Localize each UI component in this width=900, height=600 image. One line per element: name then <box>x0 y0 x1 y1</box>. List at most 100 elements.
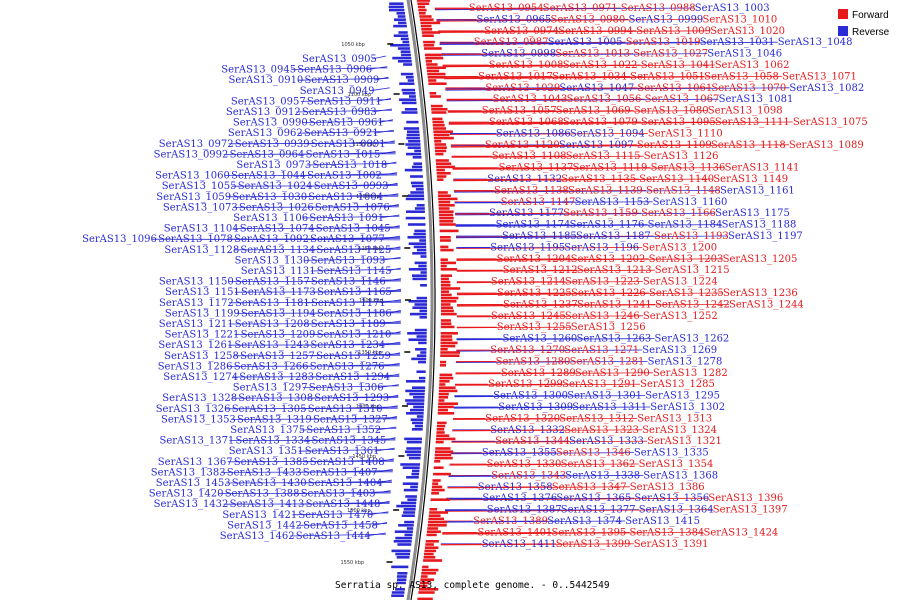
gene-label-seras13_1309[interactable]: SerAS13_1309 <box>498 402 573 413</box>
gene-label-seras13_0990[interactable]: SerAS13_0990 <box>233 118 308 129</box>
gene-label-seras13_1223[interactable]: SerAS13_1223 <box>565 277 640 288</box>
gene-label-seras13_1395[interactable]: SerAS13_1395 <box>552 527 627 538</box>
gene-label-seras13_1209[interactable]: SerAS13_1209 <box>241 330 316 341</box>
gene-label-seras13_1056[interactable]: SerAS13_1056 <box>567 94 642 105</box>
gene-label-seras13_1312[interactable]: SerAS13_1312 <box>559 413 634 424</box>
gene-label-seras13_0998[interactable]: SerAS13_0998 <box>481 49 556 60</box>
gene-label-seras13_1067[interactable]: SerAS13_1067 <box>645 94 720 105</box>
gene-label-seras13_1330[interactable]: SerAS13_1330 <box>487 459 562 470</box>
gene-label-seras13_1165[interactable]: SerAS13_1165 <box>317 287 392 298</box>
gene-label-seras13_1319[interactable]: SerAS13_1319 <box>237 414 312 425</box>
gene-label-seras13_1442[interactable]: SerAS13_1442 <box>227 520 302 531</box>
gene-label-seras13_1171[interactable]: SerAS13_1171 <box>311 298 386 309</box>
gene-label-seras13_1403[interactable]: SerAS13_1403 <box>301 489 376 500</box>
gene-label-seras13_0991[interactable]: SerAS13_0991 <box>311 139 386 150</box>
gene-label-seras13_1131[interactable]: SerAS13_1131 <box>241 266 316 277</box>
gene-label-seras13_1323[interactable]: SerAS13_1323 <box>564 425 639 436</box>
gene-label-seras13_0961[interactable]: SerAS13_0961 <box>309 118 384 129</box>
gene-label-seras13_1462[interactable]: SerAS13_1462 <box>220 531 295 542</box>
gene-label-seras13_0911[interactable]: SerAS13_0911 <box>307 96 382 107</box>
gene-label-seras13_1080[interactable]: SerAS13_1080 <box>634 106 709 117</box>
gene-label-seras13_0971[interactable]: SerAS13_0971 <box>543 3 618 14</box>
gene-label-seras13_0957[interactable]: SerAS13_0957 <box>231 96 306 107</box>
gene-label-seras13_1096[interactable]: SerAS13_1096 <box>82 234 157 245</box>
gene-label-seras13_1365[interactable]: SerAS13_1365 <box>556 493 631 504</box>
gene-label-seras13_1004[interactable]: SerAS13_1004 <box>308 192 383 203</box>
gene-label-seras13_1118[interactable]: SerAS13_1118 <box>711 140 786 151</box>
gene-label-seras13_1097[interactable]: SerAS13_1097 <box>559 140 634 151</box>
gene-label-seras13_1019[interactable]: SerAS13_1019 <box>626 37 701 48</box>
gene-label-seras13_1375[interactable]: SerAS13_1375 <box>230 425 305 436</box>
gene-label-seras13_1177[interactable]: SerAS13_1177 <box>489 208 564 219</box>
gene-label-seras13_1226[interactable]: SerAS13_1226 <box>571 288 646 299</box>
gene-label-seras13_1376[interactable]: SerAS13_1376 <box>482 493 557 504</box>
gene-label-seras13_1302[interactable]: SerAS13_1302 <box>650 402 725 413</box>
gene-label-seras13_1091[interactable]: SerAS13_1091 <box>309 213 384 224</box>
gene-label-seras13_1225[interactable]: SerAS13_1225 <box>497 288 572 299</box>
gene-label-seras13_1009[interactable]: SerAS13_1009 <box>636 26 711 37</box>
gene-label-seras13_1003[interactable]: SerAS13_1003 <box>695 3 770 14</box>
gene-label-seras13_1274[interactable]: SerAS13_1274 <box>163 372 238 383</box>
gene-label-seras13_0987[interactable]: SerAS13_0987 <box>474 37 549 48</box>
gene-label-seras13_1073[interactable]: SerAS13_1073 <box>163 202 238 213</box>
gene-label-seras13_1150[interactable]: SerAS13_1150 <box>159 277 234 288</box>
gene-label-seras13_1374[interactable]: SerAS13_1374 <box>547 516 622 527</box>
gene-label-seras13_1432[interactable]: SerAS13_1432 <box>154 499 229 510</box>
gene-label-seras13_1106[interactable]: SerAS13_1106 <box>233 213 308 224</box>
gene-label-seras13_1215[interactable]: SerAS13_1215 <box>655 265 730 276</box>
gene-label-seras13_1397[interactable]: SerAS13_1397 <box>713 505 788 516</box>
gene-label-seras13_1022[interactable]: SerAS13_1022 <box>563 60 638 71</box>
gene-label-seras13_1343[interactable]: SerAS13_1343 <box>491 470 566 481</box>
gene-label-seras13_1187[interactable]: SerAS13_1187 <box>576 231 651 242</box>
gene-label-seras13_0912[interactable]: SerAS13_0912 <box>226 107 301 118</box>
gene-label-seras13_1396[interactable]: SerAS13_1396 <box>708 493 783 504</box>
gene-label-seras13_0973[interactable]: SerAS13_0973 <box>236 160 311 171</box>
gene-label-seras13_0962[interactable]: SerAS13_0962 <box>228 128 303 139</box>
gene-label-seras13_1399[interactable]: SerAS13_1399 <box>556 539 631 550</box>
gene-label-seras13_1281[interactable]: SerAS13_1281 <box>570 356 645 367</box>
gene-label-seras13_1048[interactable]: SerAS13_1048 <box>778 37 853 48</box>
gene-label-seras13_1195[interactable]: SerAS13_1195 <box>490 242 565 253</box>
gene-label-seras13_1208[interactable]: SerAS13_1208 <box>235 319 310 330</box>
gene-label-seras13_0965[interactable]: SerAS13_0965 <box>477 14 552 25</box>
gene-label-seras13_1256[interactable]: SerAS13_1256 <box>571 322 646 333</box>
gene-label-seras13_1289[interactable]: SerAS13_1289 <box>501 368 576 379</box>
gene-label-seras13_1211[interactable]: SerAS13_1211 <box>159 319 234 330</box>
gene-label-seras13_1146[interactable]: SerAS13_1146 <box>311 277 386 288</box>
gene-label-seras13_0939[interactable]: SerAS13_0939 <box>235 139 310 150</box>
gene-label-seras13_1010[interactable]: SerAS13_1010 <box>703 14 778 25</box>
gene-label-seras13_1283[interactable]: SerAS13_1283 <box>239 372 314 383</box>
gene-label-seras13_1338[interactable]: SerAS13_1338 <box>565 470 640 481</box>
gene-label-seras13_1002[interactable]: SerAS13_1002 <box>307 171 382 182</box>
gene-label-seras13_1291[interactable]: SerAS13_1291 <box>562 379 637 390</box>
gene-label-seras13_1095[interactable]: SerAS13_1095 <box>641 117 716 128</box>
gene-label-seras13_1160[interactable]: SerAS13_1160 <box>653 197 728 208</box>
gene-label-seras13_1051[interactable]: SerAS13_1051 <box>630 71 705 82</box>
gene-label-seras13_1045[interactable]: SerAS13_1045 <box>316 224 391 235</box>
gene-label-seras13_1411[interactable]: SerAS13_1411 <box>482 539 557 550</box>
gene-label-seras13_1258[interactable]: SerAS13_1258 <box>164 351 239 362</box>
gene-label-seras13_0909[interactable]: SerAS13_0909 <box>305 75 380 86</box>
gene-label-seras13_1017[interactable]: SerAS13_1017 <box>478 71 553 82</box>
gene-label-seras13_1126[interactable]: SerAS13_1126 <box>644 151 719 162</box>
gene-label-seras13_0992[interactable]: SerAS13_0992 <box>154 149 229 160</box>
gene-label-seras13_0994[interactable]: SerAS13_0994 <box>558 26 633 37</box>
gene-label-seras13_1069[interactable]: SerAS13_1069 <box>556 106 631 117</box>
gene-label-seras13_1147[interactable]: SerAS13_1147 <box>501 197 576 208</box>
gene-label-seras13_1111[interactable]: SerAS13_1111 <box>715 117 790 128</box>
gene-label-seras13_1070[interactable]: SerAS13_1070 <box>711 83 786 94</box>
gene-label-seras13_1290[interactable]: SerAS13_1290 <box>575 368 650 379</box>
gene-label-seras13_1235[interactable]: SerAS13_1235 <box>649 288 724 299</box>
gene-label-seras13_1321[interactable]: SerAS13_1321 <box>647 436 722 447</box>
gene-label-seras13_1094[interactable]: SerAS13_1094 <box>570 128 645 139</box>
gene-label-seras13_1388[interactable]: SerAS13_1388 <box>225 489 300 500</box>
gene-label-seras13_1020[interactable]: SerAS13_1020 <box>710 26 785 37</box>
gene-label-seras13_1243[interactable]: SerAS13_1243 <box>234 340 309 351</box>
gene-label-seras13_1074[interactable]: SerAS13_1074 <box>240 224 315 235</box>
gene-label-seras13_1029[interactable]: SerAS13_1029 <box>485 83 560 94</box>
gene-label-seras13_1181[interactable]: SerAS13_1181 <box>235 298 310 309</box>
gene-label-seras13_1046[interactable]: SerAS13_1046 <box>707 49 782 60</box>
gene-label-seras13_1364[interactable]: SerAS13_1364 <box>639 505 714 516</box>
gene-label-seras13_1166[interactable]: SerAS13_1166 <box>641 208 716 219</box>
gene-label-seras13_1326[interactable]: SerAS13_1326 <box>156 404 231 415</box>
